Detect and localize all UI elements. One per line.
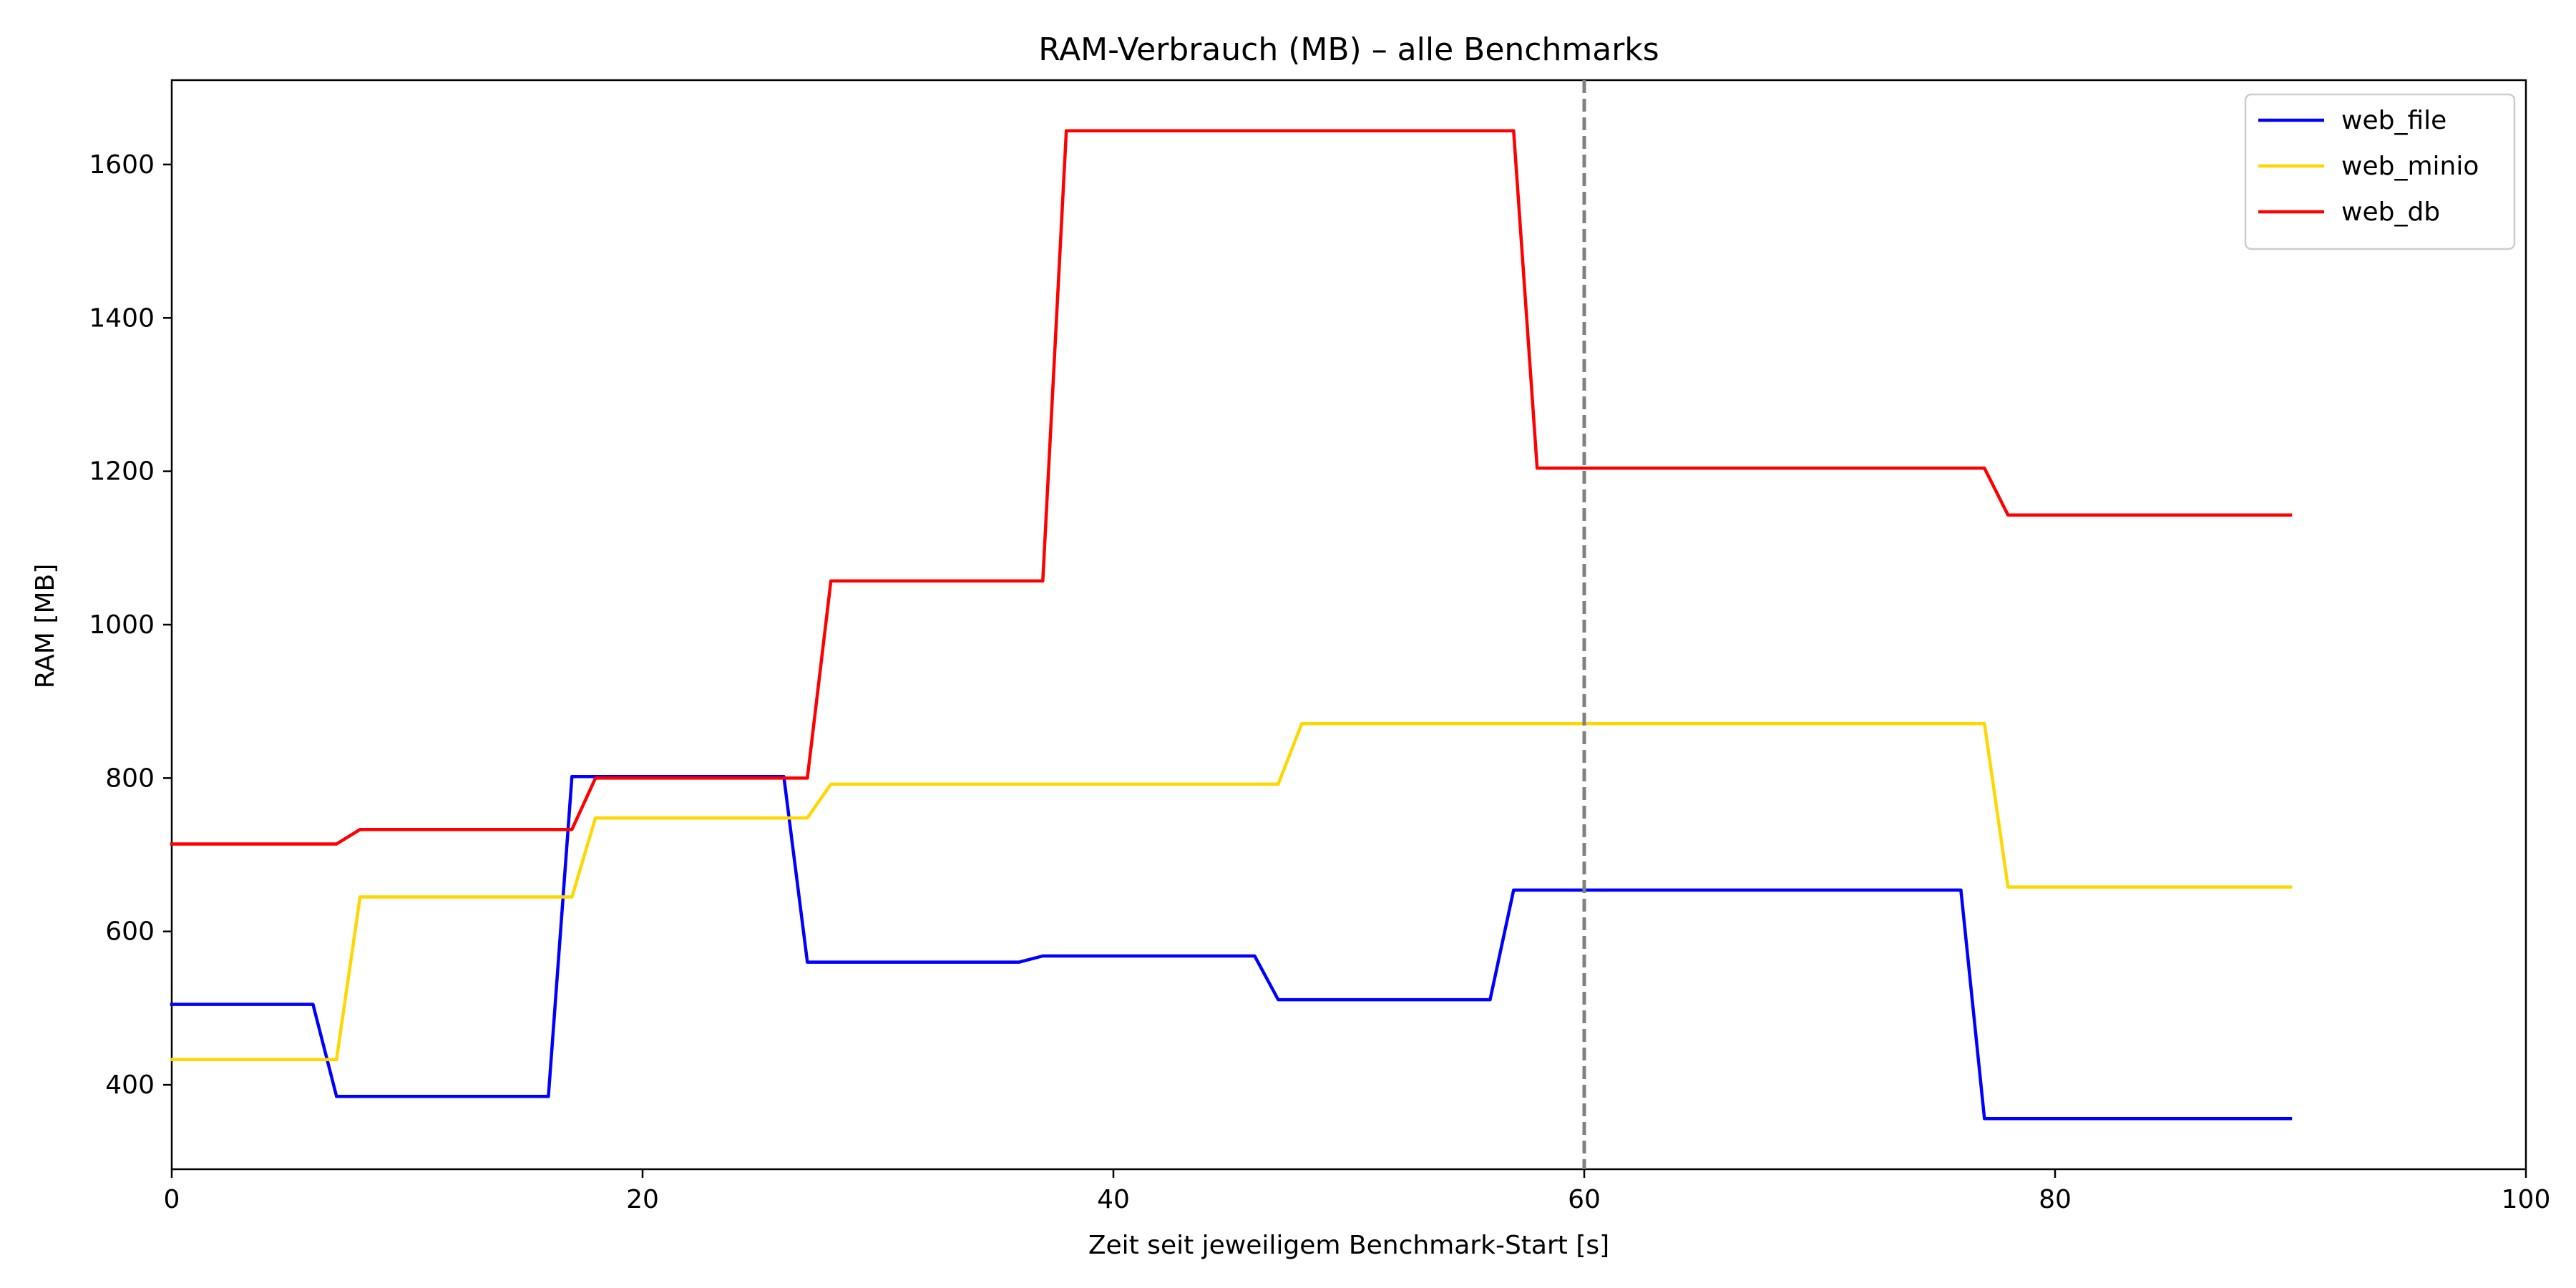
- y-tick-label: 1000: [89, 610, 155, 640]
- x-axis-label: Zeit seit jeweiligem Benchmark-Start [s]: [1088, 1231, 1609, 1260]
- x-tick-label: 20: [626, 1185, 659, 1214]
- chart-title: RAM-Verbrauch (MB) – alle Benchmarks: [1038, 31, 1659, 68]
- series-line-web-db: [170, 129, 2293, 846]
- x-tick-label: 60: [1568, 1185, 1601, 1214]
- y-tick-label: 600: [105, 917, 155, 947]
- y-tick-label: 1600: [89, 150, 155, 180]
- series-line-web-file: [170, 774, 2293, 1121]
- x-tick-label: 80: [2039, 1185, 2072, 1214]
- legend: web_file web_minio web_db: [2244, 93, 2516, 250]
- x-tick-label: 40: [1097, 1185, 1130, 1214]
- series-layer: [170, 129, 2293, 1121]
- legend-label: web_db: [2341, 197, 2440, 227]
- series-line-web-minio: [170, 722, 2293, 1061]
- y-tick-label: 800: [105, 763, 155, 793]
- legend-label: web_file: [2341, 106, 2446, 135]
- y-axis-label: RAM [MB]: [31, 564, 60, 689]
- x-axis: 0 20 40 60 80 100: [164, 1169, 2551, 1214]
- y-tick-label: 400: [105, 1070, 155, 1100]
- legend-label: web_minio: [2341, 152, 2479, 181]
- y-axis: 400 600 800 1000 1200 1400 1600: [89, 150, 172, 1100]
- y-tick-label: 1400: [89, 303, 155, 333]
- x-tick-label: 100: [2502, 1185, 2551, 1214]
- y-tick-label: 1200: [89, 457, 155, 487]
- x-tick-label: 0: [164, 1185, 180, 1214]
